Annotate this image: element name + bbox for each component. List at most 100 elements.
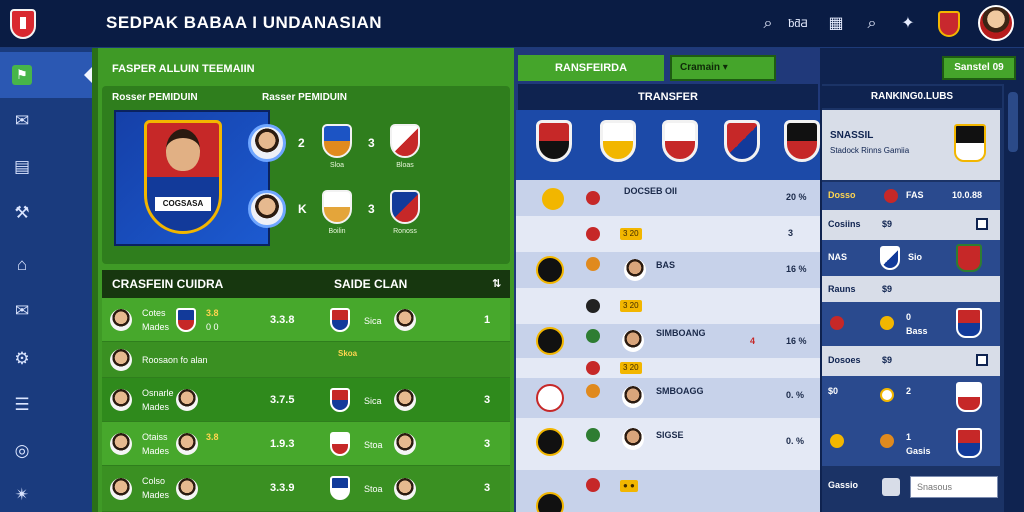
table-row[interactable]: SIGSE 0. % bbox=[516, 418, 820, 470]
search-icon[interactable]: ⌕ bbox=[867, 15, 877, 32]
club-badge-icon[interactable] bbox=[390, 124, 420, 158]
player-portrait bbox=[394, 433, 416, 455]
club-badge-icon[interactable] bbox=[322, 124, 352, 158]
sidebar-item-chat[interactable]: ▤ bbox=[0, 144, 92, 190]
sidebar-item-list[interactable]: ☰ bbox=[0, 382, 92, 428]
scrollbar-thumb[interactable] bbox=[1008, 92, 1018, 152]
list-item[interactable]: Otaiss Mades 3.8 1.9.3 Stoa 3 bbox=[102, 422, 510, 466]
sidebar-item-mail[interactable]: ✉ bbox=[0, 288, 92, 334]
club-list-subtitle: SAIDE CLAN bbox=[334, 277, 408, 291]
table-row[interactable]: 3 20 bbox=[516, 358, 820, 378]
player-portrait bbox=[622, 428, 644, 450]
ranking-top-club[interactable]: SNASSIL Stadock Rinns Gamiia bbox=[822, 110, 1000, 180]
ranking-row[interactable]: $0 2 bbox=[822, 376, 1000, 420]
ranking-label: Dosoes bbox=[828, 355, 861, 365]
share-icon[interactable]: ✦ bbox=[901, 15, 915, 32]
ranking-row[interactable]: Rauns $9 bbox=[822, 276, 1000, 302]
club-icon bbox=[830, 434, 844, 448]
player-portrait[interactable] bbox=[248, 190, 286, 228]
club-badge-icon bbox=[956, 428, 982, 458]
sidebar-item-settings[interactable]: ⚙ bbox=[0, 336, 92, 382]
club-badge-icon bbox=[536, 428, 564, 456]
club-badge-icon bbox=[954, 124, 986, 162]
ranking-checkbox[interactable] bbox=[976, 218, 988, 230]
sidebar-item-home[interactable]: ⌂ bbox=[0, 242, 92, 288]
ranking-label: Bass bbox=[906, 326, 928, 336]
comparison-value: 2 bbox=[298, 136, 305, 150]
chat-icon: ▤ bbox=[13, 157, 31, 176]
ranking-checkbox[interactable] bbox=[976, 354, 988, 366]
club-badge-icon[interactable] bbox=[390, 190, 420, 224]
ranking-label: Rauns bbox=[828, 284, 856, 294]
player-portrait bbox=[166, 129, 200, 171]
ranking-value: 2 bbox=[906, 386, 912, 396]
table-row[interactable]: 3 20 bbox=[516, 288, 820, 324]
club-badge-icon[interactable] bbox=[600, 120, 636, 162]
club-badge-icon[interactable] bbox=[322, 190, 352, 224]
ranking-label: Gasis bbox=[906, 446, 931, 456]
club-badge-icon[interactable] bbox=[662, 120, 698, 162]
transfer-filter-select[interactable]: Cramain ▾ bbox=[670, 55, 776, 81]
ranking-row[interactable]: Cosiins $9 bbox=[822, 210, 1000, 240]
scrollbar[interactable] bbox=[1004, 84, 1024, 512]
table-row[interactable]: BAS 16 % bbox=[516, 252, 820, 288]
sidebar-item-tickets[interactable]: ✉ bbox=[0, 98, 92, 144]
ranking-search-input[interactable] bbox=[910, 476, 998, 498]
featured-player-card[interactable]: COGSASA bbox=[114, 110, 270, 246]
club-rank: 3 bbox=[484, 482, 491, 494]
club-badge-icon bbox=[536, 256, 564, 284]
ranking-row[interactable]: 0 Bass bbox=[822, 302, 1000, 346]
table-row[interactable]: SMBOAGG 0. % bbox=[516, 378, 820, 418]
list-item[interactable]: Roosaon fo alan Skoa bbox=[102, 342, 510, 378]
transfer-fee-tag: ● ● bbox=[620, 480, 638, 492]
sidebar-item-tools[interactable]: ⚒ bbox=[0, 190, 92, 236]
ranking-row[interactable]: Dosso FAS 10.0.88 bbox=[822, 182, 1000, 210]
table-row[interactable]: ● ● bbox=[516, 470, 820, 512]
app-logo[interactable] bbox=[10, 9, 36, 39]
tab-transfer[interactable]: RANSFEIRDA UNDANASIAN bbox=[518, 55, 664, 100]
ranking-row[interactable]: Dosoes $9 bbox=[822, 346, 1000, 376]
club-badge-icon[interactable] bbox=[938, 11, 960, 37]
list-item[interactable]: Osnarle Mades 3.7.5 Sica 3 bbox=[102, 378, 510, 422]
club-badge-icon[interactable] bbox=[724, 120, 760, 162]
player-value: 3.8 bbox=[206, 432, 219, 442]
settings-icon: ⚙ bbox=[14, 349, 30, 368]
sidebar-item-network[interactable]: ✴ bbox=[0, 472, 92, 512]
sidebar-item-help[interactable]: ◎ bbox=[0, 428, 92, 474]
table-row[interactable]: SIMBOANG 4 16 % bbox=[516, 324, 820, 358]
transfer-filter-value: Cramain bbox=[680, 62, 721, 73]
chevron-down-icon: ▾ bbox=[722, 62, 728, 73]
player-sub: Mades bbox=[142, 402, 170, 412]
search-icon[interactable]: ⌕ bbox=[763, 15, 773, 32]
transfer-title: TRANSFER bbox=[518, 84, 818, 110]
player-portrait[interactable] bbox=[248, 124, 286, 162]
calendar-icon[interactable]: ▦ bbox=[828, 15, 844, 32]
sort-icon[interactable]: ⇅ bbox=[492, 278, 502, 290]
table-row[interactable]: DOCSEB OII 20 % bbox=[516, 180, 820, 216]
player-value: 3.8 bbox=[206, 308, 219, 318]
club-badge-icon[interactable] bbox=[536, 120, 572, 162]
ranking-row[interactable]: 1 Gasis bbox=[822, 420, 1000, 466]
search-icon[interactable] bbox=[882, 478, 900, 496]
transfer-percent: 0. % bbox=[786, 436, 805, 446]
sidebar-item-pitch[interactable]: ⚑ bbox=[0, 52, 92, 98]
ranking-label: Gassio bbox=[828, 480, 859, 490]
table-row[interactable]: 3 20 3 bbox=[516, 216, 820, 252]
ranking-row[interactable]: NAS Sio bbox=[822, 240, 1000, 276]
avatar[interactable] bbox=[978, 5, 1014, 41]
club-badge-icon[interactable] bbox=[784, 120, 820, 162]
transfer-percent: 20 % bbox=[786, 192, 807, 202]
stats-icon[interactable]: ƀƌƋ bbox=[788, 18, 808, 30]
app-title: SEDPAK BABAA I UNDANASIAN bbox=[106, 13, 383, 32]
club-icon bbox=[586, 329, 600, 343]
ticket-icon: ✉ bbox=[14, 111, 30, 130]
transfer-fee-tag: 3 20 bbox=[620, 300, 642, 312]
club-caption: Sloa bbox=[329, 162, 344, 169]
ranking-action-button[interactable]: Sanstel 09 bbox=[942, 56, 1016, 80]
ranking-label: $0 bbox=[828, 386, 839, 396]
player-score: 1.9.3 bbox=[270, 438, 295, 450]
list-item[interactable]: Cotes Mades 3.8 0 0 3.3.8 Sica 1 bbox=[102, 298, 510, 342]
list-item[interactable]: Colso Mades 3.3.9 Stoa 3 bbox=[102, 466, 510, 512]
ranking-value: 1 bbox=[906, 432, 912, 442]
player-portrait bbox=[110, 433, 132, 455]
